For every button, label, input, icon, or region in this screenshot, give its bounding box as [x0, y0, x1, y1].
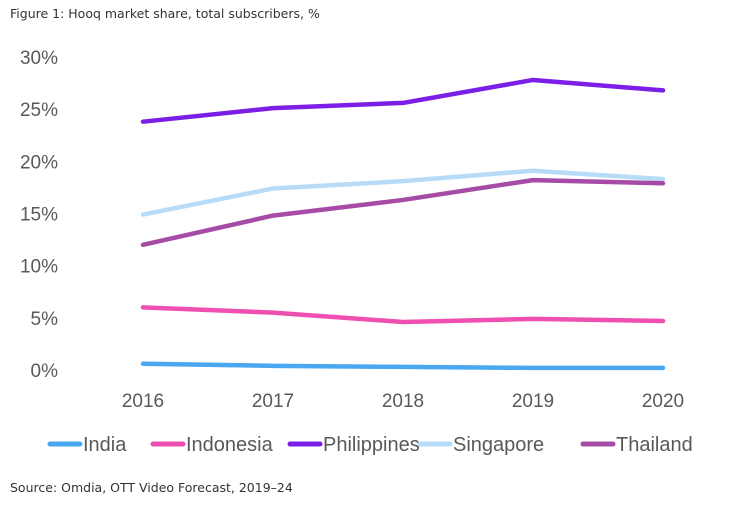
legend-label: India [83, 434, 127, 456]
y-tick-label: 5% [31, 309, 59, 330]
legend-label: Singapore [453, 434, 544, 456]
series-line-india [140, 361, 666, 371]
y-tick-label: 20% [20, 152, 58, 173]
legend-label: Philippines [323, 434, 420, 456]
legend-label: Thailand [616, 434, 693, 456]
y-tick-label: 10% [20, 257, 58, 278]
legend-label: Indonesia [186, 434, 274, 456]
chart-title: Figure 1: Hooq market share, total subsc… [10, 6, 320, 21]
series-line-philippines [140, 77, 666, 124]
x-tick-label: 2018 [382, 391, 424, 412]
y-tick-label: 0% [31, 361, 59, 382]
y-tick-label: 30% [20, 48, 58, 69]
x-tick-label: 2016 [122, 391, 164, 412]
series-line-indonesia [140, 305, 666, 325]
series-line-thailand [140, 177, 666, 248]
series-line-singapore [140, 168, 666, 217]
y-tick-label: 25% [20, 100, 58, 121]
x-tick-label: 2020 [642, 391, 684, 412]
line-chart: 0% 5% 10% 15% 20% 25% 30% 2016 2017 2018 2019 2020 I… [20, 48, 693, 456]
chart-source: Source: Omdia, OTT Video Forecast, 2019–… [10, 480, 293, 495]
y-tick-label: 15% [20, 205, 58, 226]
x-tick-label: 2019 [512, 391, 554, 412]
x-tick-label: 2017 [252, 391, 294, 412]
